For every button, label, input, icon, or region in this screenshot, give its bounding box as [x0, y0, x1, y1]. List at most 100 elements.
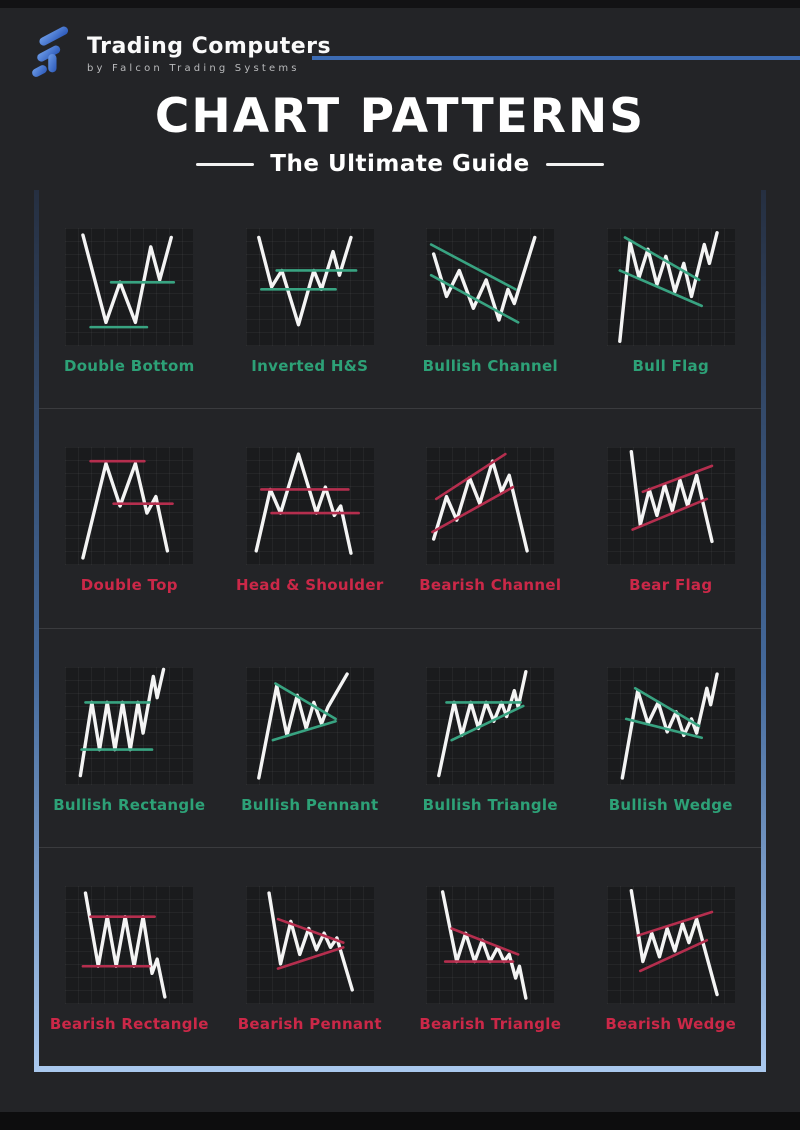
head-shoulder-price-line	[256, 454, 351, 553]
bullish-wedge-chart-icon	[606, 666, 735, 785]
bullish-pennant-trendline-1	[275, 683, 335, 718]
pattern-label-double-top: Double Top	[80, 576, 178, 595]
pattern-card-bearish-rectangle: Bearish Rectangle	[39, 848, 220, 1066]
bull-flag-price-line	[620, 233, 717, 342]
pattern-label-double-bottom: Double Bottom	[63, 357, 195, 375]
patterns-grid: Double Bottom Inverted H&S Bullish Channel…	[39, 190, 761, 1066]
pattern-card-bullish-channel: Bullish Channel	[400, 190, 581, 408]
pattern-card-bearish-pennant: Bearish Pennant	[220, 848, 401, 1066]
patterns-row-4: Bearish Rectangle Bearish Pennant Bearish …	[39, 846, 762, 1066]
pattern-label-bullish-pennant: Bullish Pennant	[241, 795, 379, 814]
pattern-label-bearish-rectangle: Bearish Rectangle	[49, 1014, 209, 1033]
bullish-pennant-trendline-2	[273, 721, 336, 740]
pattern-card-bear-flag: Bear Flag	[581, 409, 762, 627]
brand-name: Trading Computers	[87, 34, 332, 60]
pattern-label-bearish-triangle: Bearish Triangle	[419, 1014, 562, 1033]
pattern-label-head-shoulder: Head & Shoulder	[235, 576, 384, 595]
pattern-card-bearish-wedge: Bearish Wedge	[581, 848, 762, 1066]
bearish-wedge-chart-icon	[606, 885, 735, 1004]
page-title: CHART PATTERNS	[154, 89, 646, 144]
content-frame: Double Bottom Inverted H&S Bullish Channel…	[34, 190, 766, 1072]
bearish-wedge-trendline-1	[637, 912, 711, 936]
bearish-pennant-trendline-1	[278, 919, 343, 943]
inverted-h-s-chart-icon	[245, 228, 374, 346]
brand-tagline: by Falcon Trading Systems	[87, 62, 300, 74]
bearish-channel-trendline-2	[433, 487, 514, 532]
bullish-pennant-price-line	[259, 674, 347, 778]
head-shoulder-chart-icon	[245, 447, 374, 566]
bullish-wedge-trendline-2	[626, 718, 702, 737]
inverted-h-s-price-line	[259, 237, 351, 324]
pattern-label-bearish-channel: Bearish Channel	[419, 576, 562, 595]
pattern-label-bullish-channel: Bullish Channel	[422, 357, 558, 375]
bearish-pennant-chart-icon	[245, 885, 374, 1004]
pattern-label-bull-flag: Bull Flag	[632, 357, 710, 375]
bull-flag-chart-icon	[606, 228, 735, 346]
pattern-label-bullish-triangle: Bullish Triangle	[422, 795, 558, 814]
bearish-triangle-trendline-1	[452, 928, 519, 954]
bearish-wedge-price-line	[631, 890, 717, 994]
pattern-card-bull-flag: Bull Flag	[581, 190, 762, 408]
bullish-rectangle-price-line	[81, 669, 164, 775]
pattern-label-bullish-rectangle: Bullish Rectangle	[53, 795, 206, 814]
title-block: CHART PATTERNS The Ultimate Guide	[0, 89, 800, 178]
bearish-triangle-chart-icon	[426, 885, 555, 1004]
brand-text: Trading Computers by Falcon Trading Syst…	[87, 34, 331, 73]
pattern-label-bearish-pennant: Bearish Pennant	[237, 1014, 382, 1033]
bullish-channel-trendline-2	[431, 275, 518, 322]
bearish-channel-chart-icon	[426, 447, 555, 566]
bullish-channel-price-line	[434, 237, 535, 320]
pattern-card-head-shoulder: Head & Shoulder	[220, 409, 401, 627]
bullish-triangle-trendline-2	[452, 705, 524, 739]
header-accent-line	[312, 56, 800, 60]
bullish-wedge-price-line	[622, 674, 717, 778]
pattern-label-bearish-wedge: Bearish Wedge	[605, 1014, 737, 1033]
pattern-label-bullish-wedge: Bullish Wedge	[608, 795, 733, 814]
pattern-card-inverted-h-s: Inverted H&S	[220, 190, 401, 408]
bullish-wedge-trendline-1	[635, 688, 699, 726]
bearish-pennant-price-line	[269, 893, 352, 990]
bearish-channel-trendline-1	[436, 454, 505, 499]
double-top-price-line	[83, 464, 167, 558]
bearish-channel-price-line	[434, 461, 527, 551]
bearish-pennant-trendline-2	[278, 947, 343, 968]
bear-flag-price-line	[631, 452, 712, 542]
bull-flag-trendline-1	[625, 237, 699, 279]
trading-computers-logo-icon	[32, 26, 69, 77]
bullish-triangle-chart-icon	[426, 666, 555, 785]
bearish-triangle-price-line	[443, 892, 526, 998]
bullish-triangle-price-line	[439, 671, 526, 775]
bearish-wedge-trendline-2	[640, 940, 707, 971]
bear-flag-chart-icon	[606, 447, 735, 566]
bear-flag-trendline-1	[643, 466, 712, 492]
pattern-card-bullish-wedge: Bullish Wedge	[581, 629, 762, 847]
bullish-pennant-chart-icon	[245, 666, 374, 785]
double-bottom-chart-icon	[65, 228, 194, 346]
pattern-card-bullish-pennant: Bullish Pennant	[220, 629, 401, 847]
bull-flag-trendline-2	[620, 270, 702, 305]
pattern-label-bear-flag: Bear Flag	[629, 576, 713, 595]
top-black-bar	[0, 0, 800, 8]
bottom-black-bar	[0, 1112, 800, 1130]
bullish-channel-trendline-1	[431, 245, 515, 290]
patterns-row-3: Bullish Rectangle Bullish Pennant Bullish …	[39, 627, 762, 847]
bear-flag-trendline-2	[632, 499, 706, 530]
pattern-card-double-top: Double Top	[39, 409, 220, 627]
brand-block: Trading Computers by Falcon Trading Syst…	[28, 26, 331, 82]
double-top-chart-icon	[65, 447, 194, 566]
bearish-rectangle-price-line	[86, 893, 165, 997]
subtitle-dash-right	[545, 162, 604, 166]
pattern-card-bullish-rectangle: Bullish Rectangle	[39, 629, 220, 847]
bullish-channel-chart-icon	[426, 228, 555, 346]
pattern-card-bearish-channel: Bearish Channel	[400, 409, 581, 627]
pattern-card-bearish-triangle: Bearish Triangle	[400, 848, 581, 1066]
header: Trading Computers by Falcon Trading Syst…	[0, 8, 800, 100]
page-subtitle: The Ultimate Guide	[270, 151, 530, 178]
pattern-card-bullish-triangle: Bullish Triangle	[400, 629, 581, 847]
bearish-rectangle-chart-icon	[65, 885, 194, 1004]
subtitle-dash-left	[196, 162, 255, 166]
double-bottom-price-line	[83, 235, 171, 322]
patterns-row-2: Double Top Head & Shoulder Bearish Channel…	[39, 408, 761, 627]
pattern-label-inverted-h-s: Inverted H&S	[251, 357, 369, 375]
pattern-card-double-bottom: Double Bottom	[39, 190, 220, 408]
